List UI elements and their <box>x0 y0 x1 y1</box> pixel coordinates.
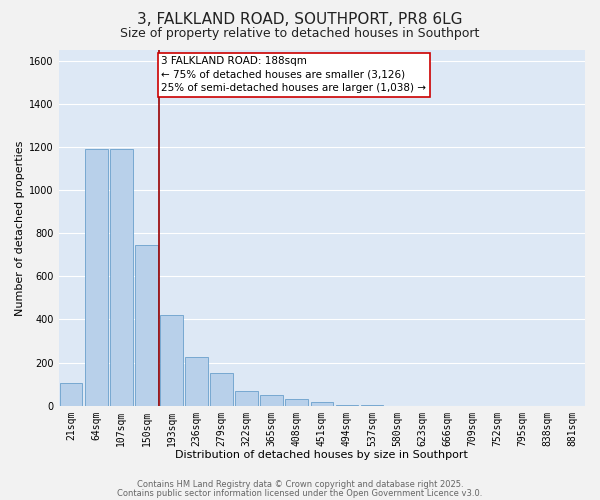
Bar <box>235 390 258 406</box>
Text: Contains public sector information licensed under the Open Government Licence v3: Contains public sector information licen… <box>118 488 482 498</box>
Bar <box>210 374 233 406</box>
Bar <box>85 149 107 406</box>
Bar <box>135 245 158 406</box>
Bar <box>335 404 358 406</box>
Text: Size of property relative to detached houses in Southport: Size of property relative to detached ho… <box>121 28 479 40</box>
Bar <box>185 356 208 406</box>
Bar <box>60 383 82 406</box>
Bar <box>110 149 133 406</box>
Y-axis label: Number of detached properties: Number of detached properties <box>15 140 25 316</box>
Bar <box>160 315 183 406</box>
Bar <box>286 399 308 406</box>
Text: 3, FALKLAND ROAD, SOUTHPORT, PR8 6LG: 3, FALKLAND ROAD, SOUTHPORT, PR8 6LG <box>137 12 463 28</box>
Text: Contains HM Land Registry data © Crown copyright and database right 2025.: Contains HM Land Registry data © Crown c… <box>137 480 463 489</box>
Bar <box>260 395 283 406</box>
Bar <box>311 402 333 406</box>
X-axis label: Distribution of detached houses by size in Southport: Distribution of detached houses by size … <box>175 450 468 460</box>
Text: 3 FALKLAND ROAD: 188sqm
← 75% of detached houses are smaller (3,126)
25% of semi: 3 FALKLAND ROAD: 188sqm ← 75% of detache… <box>161 56 427 93</box>
